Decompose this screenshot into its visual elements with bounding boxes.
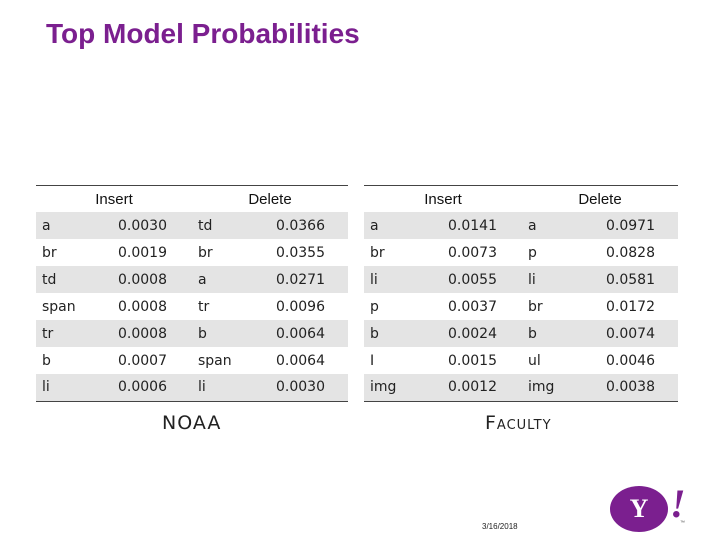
delete-prob-cell: 0.0366 — [270, 212, 348, 239]
delete-tag-cell: b — [192, 320, 270, 347]
insert-prob-cell: 0.0008 — [112, 266, 192, 293]
insert-prob-cell: 0.0006 — [112, 374, 192, 402]
delete-prob-cell: 0.0828 — [606, 244, 655, 261]
insert-prob-cell: 0.0037 — [448, 298, 497, 315]
delete-prob-cell: 0.0046 — [606, 352, 655, 369]
delete-tag-cell: p — [528, 244, 537, 261]
delete-tag-cell: td — [192, 212, 270, 239]
delete-tag-cell: ul — [528, 352, 541, 369]
insert-tag-cell: span — [42, 298, 76, 315]
insert-tag-cell: tr — [36, 320, 112, 347]
delete-tag-cell: br — [528, 298, 543, 315]
insert-tag-cell: a — [364, 212, 442, 239]
table-row: li 0.0006 li 0.0030 — [36, 374, 348, 402]
table-row: td 0.0008 a 0.0271 — [36, 266, 348, 293]
insert-tag-cell: a — [36, 212, 112, 239]
table-row: tr 0.0008 b 0.0064 — [36, 320, 348, 347]
table-row: a 0.0141 a 0.0971 — [364, 212, 678, 239]
insert-tag-cell: br — [42, 244, 57, 261]
yahoo-logo-letter: Y — [629, 494, 649, 523]
delete-prob-cell: 0.0172 — [606, 298, 655, 315]
faculty-probability-table: Insert Delete a 0.0141 a 0.0971 br 0.0073 p 0.0… — [364, 185, 678, 402]
table-row: br 0.0019 br 0.0355 — [36, 239, 348, 266]
table-row: p 0.0037 br 0.0172 — [364, 293, 678, 320]
delete-header: Delete — [522, 185, 678, 212]
table-row: a 0.0030 td 0.0366 — [36, 212, 348, 239]
insert-tag-cell: img — [364, 374, 442, 402]
noaa-probability-table: Insert Delete a 0.0030 td 0.0366 br 0.0019 br 0… — [36, 185, 348, 402]
delete-prob-cell: 0.0064 — [276, 352, 325, 369]
insert-prob-cell: 0.0012 — [442, 374, 522, 402]
table-row: span 0.0008 tr 0.0096 — [36, 293, 348, 320]
insert-prob-cell: 0.0055 — [442, 266, 522, 293]
table-row: img 0.0012 img 0.0038 — [364, 374, 678, 402]
delete-header: Delete — [192, 185, 348, 212]
insert-prob-cell: 0.0015 — [448, 352, 497, 369]
slide-date: 3/16/2018 — [482, 522, 518, 531]
insert-prob-cell: 0.0008 — [112, 320, 192, 347]
delete-tag-cell: span — [198, 352, 232, 369]
insert-prob-cell: 0.0008 — [118, 298, 167, 315]
delete-tag-cell: tr — [198, 298, 210, 315]
trademark-mark: ™ — [680, 520, 685, 526]
noaa-table-caption: NOAA — [162, 412, 222, 434]
table-row: li 0.0055 li 0.0581 — [364, 266, 678, 293]
insert-tag-cell: I — [370, 352, 375, 369]
delete-tag-cell: br — [198, 244, 213, 261]
table-row: I 0.0015 ul 0.0046 — [364, 347, 678, 374]
delete-prob-cell: 0.0581 — [600, 266, 678, 293]
delete-prob-cell: 0.0030 — [270, 374, 348, 402]
yahoo-logo-exclamation: ! — [670, 481, 686, 526]
insert-header: Insert — [364, 185, 522, 212]
delete-tag-cell: img — [522, 374, 600, 402]
faculty-table-caption: Faculty — [485, 412, 552, 434]
slide-title: Top Model Probabilities — [46, 18, 360, 49]
delete-prob-cell: 0.0038 — [600, 374, 678, 402]
yahoo-logo: Y — [610, 486, 668, 532]
insert-tag-cell: li — [364, 266, 442, 293]
delete-prob-cell: 0.0074 — [600, 320, 678, 347]
delete-prob-cell: 0.0971 — [600, 212, 678, 239]
delete-tag-cell: b — [522, 320, 600, 347]
table-row: br 0.0073 p 0.0828 — [364, 239, 678, 266]
delete-prob-cell: 0.0096 — [276, 298, 325, 315]
insert-prob-cell: 0.0073 — [448, 244, 497, 261]
insert-prob-cell: 0.0024 — [442, 320, 522, 347]
insert-prob-cell: 0.0007 — [118, 352, 167, 369]
delete-prob-cell: 0.0064 — [270, 320, 348, 347]
insert-prob-cell: 0.0019 — [118, 244, 167, 261]
insert-tag-cell: b — [42, 352, 51, 369]
insert-tag-cell: p — [370, 298, 379, 315]
insert-header: Insert — [36, 185, 192, 212]
delete-prob-cell: 0.0271 — [270, 266, 348, 293]
table-row: b 0.0007 span 0.0064 — [36, 347, 348, 374]
insert-tag-cell: br — [370, 244, 385, 261]
insert-prob-cell: 0.0141 — [442, 212, 522, 239]
insert-tag-cell: td — [36, 266, 112, 293]
delete-tag-cell: li — [522, 266, 600, 293]
insert-tag-cell: b — [364, 320, 442, 347]
insert-tag-cell: li — [36, 374, 112, 402]
insert-prob-cell: 0.0030 — [112, 212, 192, 239]
delete-tag-cell: a — [522, 212, 600, 239]
delete-prob-cell: 0.0355 — [276, 244, 325, 261]
delete-tag-cell: a — [192, 266, 270, 293]
table-row: b 0.0024 b 0.0074 — [364, 320, 678, 347]
delete-tag-cell: li — [192, 374, 270, 402]
